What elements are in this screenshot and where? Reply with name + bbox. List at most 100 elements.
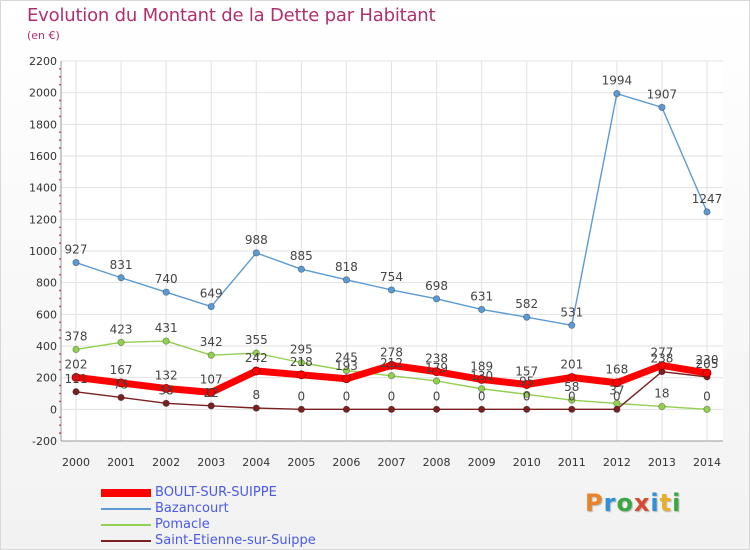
data-label: 201	[560, 358, 583, 372]
data-label: 0	[523, 389, 531, 403]
data-label: 278	[380, 345, 403, 359]
data-point	[206, 387, 216, 397]
data-label: 107	[200, 372, 223, 386]
y-minor-tick	[59, 170, 61, 173]
data-point	[568, 396, 576, 404]
y-minor-tick	[59, 99, 61, 102]
y-tick-label: 1600	[29, 150, 57, 163]
y-tick-label: 1400	[29, 182, 57, 195]
data-point	[567, 373, 577, 382]
y-minor-tick	[59, 424, 61, 427]
y-minor-tick	[59, 107, 61, 110]
y-minor-tick	[59, 400, 61, 403]
x-tick-label: 2009	[468, 456, 496, 469]
data-point	[207, 351, 215, 359]
x-tick-label: 2005	[287, 456, 315, 469]
y-minor-tick	[59, 242, 61, 244]
data-label: 698	[425, 279, 448, 293]
data-point	[162, 337, 170, 345]
y-tick-label: 0	[50, 403, 57, 416]
y-minor-tick	[59, 432, 61, 434]
data-label: 238	[425, 352, 448, 366]
data-point	[523, 390, 531, 398]
data-label: 988	[245, 233, 268, 247]
x-tick-label: 2007	[378, 456, 406, 469]
y-minor-tick	[59, 163, 61, 165]
data-point	[703, 208, 711, 216]
data-point	[161, 384, 171, 393]
data-point	[432, 295, 441, 303]
data-point	[72, 388, 80, 396]
logo-letter: t	[659, 489, 673, 517]
y-minor-tick	[59, 234, 61, 237]
data-label: 193	[335, 359, 358, 373]
data-point	[658, 402, 666, 411]
y-tick-label: 1200	[29, 213, 57, 226]
data-label: 0	[388, 389, 396, 403]
data-point	[432, 377, 441, 385]
data-point	[387, 286, 396, 294]
data-point	[613, 90, 621, 98]
y-minor-tick	[59, 353, 61, 355]
y-minor-tick	[59, 194, 61, 197]
y-minor-tick	[59, 68, 61, 70]
data-label: 1247	[692, 192, 723, 206]
data-point	[657, 361, 667, 370]
legend-label: Pomacle	[155, 517, 210, 532]
data-point	[117, 274, 125, 282]
data-label: 132	[155, 368, 178, 382]
data-label: 245	[335, 351, 358, 365]
data-point	[522, 380, 532, 389]
data-point	[207, 302, 215, 311]
y-minor-tick	[59, 297, 61, 300]
legend-swatch	[101, 540, 151, 542]
data-label: 631	[470, 289, 493, 303]
y-tick-label: 2000	[29, 87, 57, 100]
chart-unit: (en €)	[27, 29, 60, 42]
legend-swatch	[101, 524, 151, 526]
data-label: 431	[155, 321, 178, 335]
y-minor-tick	[59, 202, 61, 205]
logo-letter: P	[585, 489, 604, 517]
data-label: 95	[519, 374, 534, 388]
data-label: 38	[159, 383, 174, 397]
data-point	[116, 378, 126, 388]
data-label: 0	[343, 389, 351, 403]
y-minor-tick	[59, 289, 61, 292]
x-tick-label: 2013	[648, 456, 676, 469]
x-tick-label: 2010	[513, 456, 541, 469]
data-label: 423	[110, 322, 133, 336]
data-label: 230	[696, 353, 719, 367]
legend-label: BOULT-SUR-SUIPPE	[155, 485, 277, 500]
data-label: 295	[290, 343, 313, 357]
data-point	[72, 258, 80, 267]
y-tick-label: -200	[32, 435, 57, 448]
data-point	[72, 345, 80, 354]
y-minor-tick	[59, 329, 61, 332]
y-minor-tick	[59, 337, 61, 339]
y-minor-tick	[59, 392, 61, 395]
data-point	[523, 405, 531, 413]
data-point	[387, 360, 396, 370]
logo-letter: x	[633, 489, 651, 517]
y-minor-tick	[59, 305, 61, 308]
data-label: 179	[425, 361, 448, 375]
data-point	[613, 405, 621, 413]
data-label: 277	[650, 345, 673, 359]
data-point	[703, 405, 711, 413]
y-tick-label: 2200	[29, 55, 57, 68]
data-label: 582	[515, 297, 538, 311]
y-minor-tick	[59, 258, 61, 260]
legend-swatch	[101, 508, 151, 510]
data-point	[162, 399, 170, 407]
y-minor-tick	[59, 368, 61, 371]
data-point	[477, 375, 487, 384]
x-tick-label: 2002	[152, 456, 180, 469]
logo-letter: i	[672, 489, 682, 517]
data-point	[387, 405, 396, 413]
data-label: 740	[155, 272, 178, 286]
x-tick-label: 2012	[603, 456, 631, 469]
y-tick-label: 200	[36, 372, 57, 385]
